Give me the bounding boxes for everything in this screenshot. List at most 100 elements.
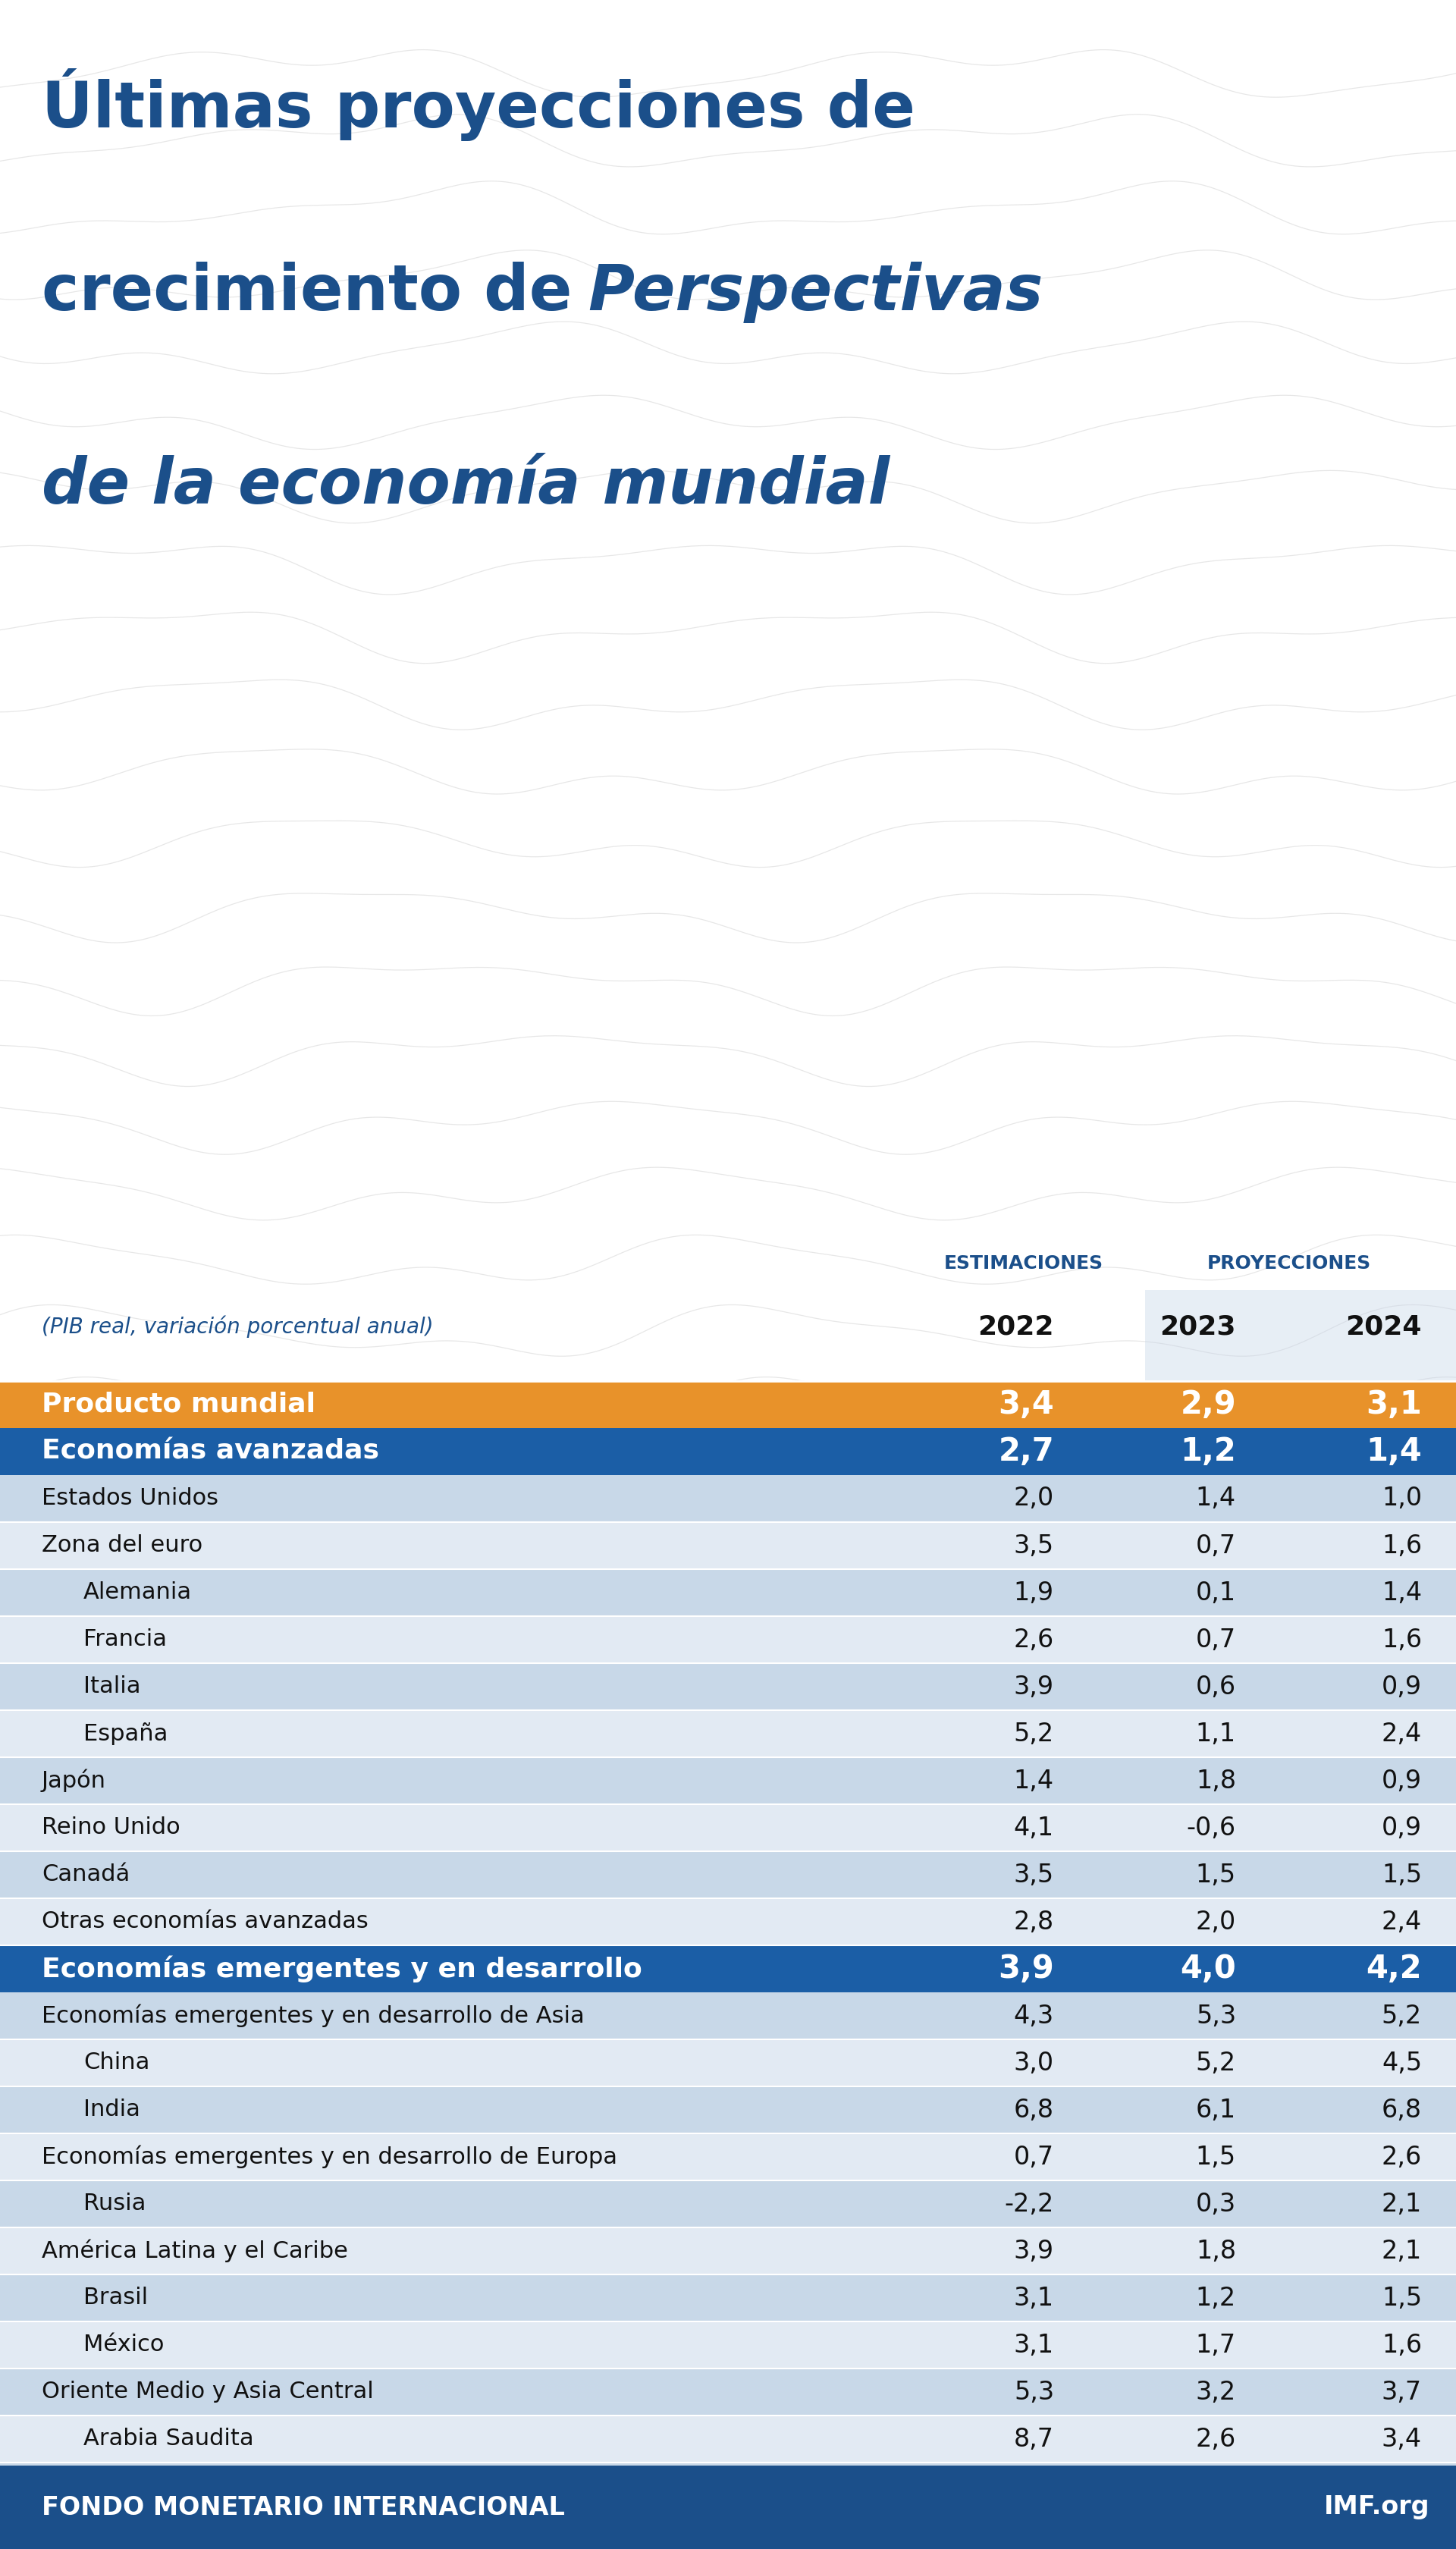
Text: 3,2: 3,2 (1195, 2521, 1236, 2546)
Text: 1,5: 1,5 (1382, 1863, 1423, 1886)
Text: 5,2: 5,2 (1382, 2004, 1423, 2029)
Text: España: España (83, 1723, 167, 1746)
Text: 3,1: 3,1 (1013, 2286, 1054, 2309)
Text: 1,5: 1,5 (1382, 2286, 1423, 2309)
Text: 0,9: 0,9 (1382, 1815, 1423, 1840)
Text: China: China (83, 2052, 150, 2075)
Text: (PIB real, variación porcentual anual): (PIB real, variación porcentual anual) (42, 1315, 434, 1338)
Text: Economías emergentes y en desarrollo: Economías emergentes y en desarrollo (42, 1955, 642, 1983)
Text: 2,9: 2,9 (1382, 2521, 1423, 2546)
Text: 3,9: 3,9 (999, 1953, 1054, 1986)
Bar (0, 1427, 1456, 1476)
Text: 3,7: 3,7 (1382, 2381, 1423, 2404)
Text: 0,7: 0,7 (1195, 1532, 1236, 1557)
Text: 2,6: 2,6 (1013, 1626, 1054, 1652)
Text: 0,9: 0,9 (1382, 1769, 1423, 1794)
Text: 1,1: 1,1 (1195, 1721, 1236, 1746)
Text: Economías avanzadas: Economías avanzadas (42, 1438, 379, 1466)
Bar (0, 1710, 1456, 1756)
Text: ESTIMACIONES: ESTIMACIONES (943, 1254, 1104, 1272)
Text: 3,1: 3,1 (1366, 1389, 1423, 1420)
Text: 0,7: 0,7 (1195, 1626, 1236, 1652)
Text: 4,0: 4,0 (1181, 1953, 1236, 1986)
Text: Economías emergentes y en desarrollo de Europa: Economías emergentes y en desarrollo de … (42, 2146, 617, 2169)
Text: 1,2: 1,2 (1195, 2286, 1236, 2309)
Text: Francia: Francia (83, 1629, 167, 1652)
Bar (0, 1662, 1456, 1710)
Text: 0,3: 0,3 (1195, 2192, 1236, 2218)
Text: 3,4: 3,4 (1382, 2427, 1423, 2452)
Bar (0, 2416, 1456, 2462)
Text: Japón: Japón (42, 1769, 106, 1792)
Text: 2,1: 2,1 (1382, 2238, 1423, 2264)
Text: México: México (83, 2335, 165, 2355)
Text: 2,6: 2,6 (1382, 2144, 1423, 2169)
Bar (0, 2134, 1456, 2179)
Text: Economías emergentes y en desarrollo de Asia: Economías emergentes y en desarrollo de … (42, 2004, 584, 2026)
Text: 6,1: 6,1 (1195, 2098, 1236, 2123)
Bar (0, 2511, 1456, 2549)
Text: Arabia Saudita: Arabia Saudita (83, 2429, 253, 2450)
Bar (0, 2368, 1456, 2416)
Text: 1,6: 1,6 (1382, 2332, 1423, 2358)
Text: Estados Unidos: Estados Unidos (42, 1489, 218, 1509)
Text: Nigeria: Nigeria (83, 2521, 166, 2544)
Text: 1,2: 1,2 (1181, 1435, 1236, 1468)
Text: 0,9: 0,9 (1382, 1675, 1423, 1700)
Text: 2,6: 2,6 (1195, 2427, 1236, 2452)
Text: IMF.org: IMF.org (1324, 2495, 1430, 2521)
Text: África subsahariana: África subsahariana (42, 2475, 271, 2498)
Text: 2,1: 2,1 (1382, 2192, 1423, 2218)
Text: Reino Unido: Reino Unido (42, 1817, 181, 1838)
Text: -0,6: -0,6 (1187, 1815, 1236, 1840)
Bar (0, 2088, 1456, 2134)
Text: Brasil: Brasil (83, 2286, 149, 2309)
Text: Rusia: Rusia (83, 2192, 146, 2215)
Bar (0, 2462, 1456, 2511)
Text: 3,5: 3,5 (1013, 1863, 1054, 1886)
Text: América Latina y el Caribe: América Latina y el Caribe (42, 2241, 348, 2264)
Bar (0, 1616, 1456, 1662)
Text: 2,7: 2,7 (999, 1435, 1054, 1468)
Text: Últimas proyecciones de: Últimas proyecciones de (42, 69, 916, 140)
Bar (0, 1899, 1456, 1945)
Text: Alemania: Alemania (83, 1580, 192, 1603)
Text: 2,9: 2,9 (1181, 1389, 1236, 1420)
Bar (0, 2274, 1456, 2322)
Text: Zona del euro: Zona del euro (42, 1534, 202, 1557)
Text: 1,4: 1,4 (1195, 1486, 1236, 1512)
Text: 4,2: 4,2 (1366, 1953, 1423, 1986)
Text: Producto mundial: Producto mundial (42, 1392, 316, 1417)
Text: 6,8: 6,8 (1382, 2098, 1423, 2123)
Text: 4,5: 4,5 (1382, 2049, 1423, 2075)
Text: 1,4: 1,4 (1366, 1435, 1423, 1468)
Text: 3,0: 3,0 (1013, 2521, 1054, 2546)
Bar (1144, 1290, 1456, 2549)
Bar (0, 1522, 1456, 1570)
Text: Canadá: Canadá (42, 1863, 130, 1886)
Text: 1,7: 1,7 (1195, 2332, 1236, 2358)
Text: Otras economías avanzadas: Otras economías avanzadas (42, 1912, 368, 1932)
Text: 2,4: 2,4 (1382, 1721, 1423, 1746)
Text: 1,6: 1,6 (1382, 1626, 1423, 1652)
Bar (0, 1993, 1456, 2039)
Text: 6,8: 6,8 (1013, 2098, 1054, 2123)
Text: 3,2: 3,2 (1195, 2381, 1236, 2404)
Text: 0,7: 0,7 (1013, 2144, 1054, 2169)
Text: de la economía mundial: de la economía mundial (42, 456, 890, 517)
Text: Oriente Medio y Asia Central: Oriente Medio y Asia Central (42, 2381, 374, 2404)
Text: 1,4: 1,4 (1013, 1769, 1054, 1794)
Bar (0, 1476, 1456, 1522)
Text: crecimiento de: crecimiento de (42, 263, 594, 324)
Text: 5,2: 5,2 (1195, 2049, 1236, 2075)
Text: 3,8: 3,8 (1013, 2473, 1054, 2498)
Text: 1,8: 1,8 (1195, 1769, 1236, 1794)
Text: 2,8: 2,8 (1013, 1909, 1054, 1935)
Text: 1,5: 1,5 (1195, 2144, 1236, 2169)
Text: 2023: 2023 (1160, 1313, 1236, 1338)
Text: 0,1: 0,1 (1195, 1580, 1236, 1606)
Text: 3,9: 3,9 (1013, 2238, 1054, 2264)
Text: 3,5: 3,5 (1013, 1532, 1054, 1557)
Bar (0, 1945, 1456, 1993)
Bar (0, 2039, 1456, 2088)
